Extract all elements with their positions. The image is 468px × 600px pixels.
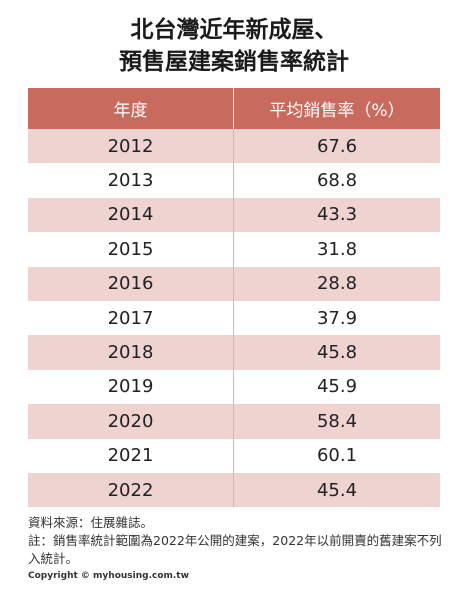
cell-rate: 37.9 bbox=[316, 307, 358, 329]
header-sales-rate: 平均銷售率（%） bbox=[269, 101, 405, 121]
table-row: 2019 45.9 bbox=[28, 369, 440, 405]
cell-rate: 67.6 bbox=[316, 135, 358, 157]
table-row: 2016 28.8 bbox=[28, 266, 440, 301]
sales-rate-table: 年度 平均銷售率（%） 2012 67.6 2013 68.8 2014 43.… bbox=[28, 88, 440, 508]
cell-year: 2015 bbox=[28, 232, 234, 267]
cell-year: 2013 bbox=[28, 163, 234, 198]
cell-rate: 45.4 bbox=[316, 479, 358, 501]
cell-rate: 45.9 bbox=[316, 376, 358, 398]
page-title: 北台灣近年新成屋、 預售屋建案銷售率統計 bbox=[0, 14, 468, 78]
title-line-2: 預售屋建案銷售率統計 bbox=[119, 49, 349, 75]
cell-year: 2016 bbox=[28, 266, 234, 301]
cell-year: 2019 bbox=[28, 369, 234, 405]
cell-year: 2021 bbox=[28, 438, 234, 473]
cell-rate: 43.3 bbox=[316, 204, 358, 226]
cell-year: 2014 bbox=[28, 197, 234, 233]
table-header-row: 年度 平均銷售率（%） bbox=[28, 88, 440, 129]
cell-year: 2020 bbox=[28, 404, 234, 439]
table-row: 2021 60.1 bbox=[28, 438, 440, 473]
cell-year: 2018 bbox=[28, 335, 234, 370]
table-row: 2022 45.4 bbox=[28, 472, 440, 508]
footnotes: 資料來源：住展雜誌。 註：銷售率統計範圍為2022年公開的建案，2022年以前開… bbox=[28, 514, 448, 568]
cell-rate: 58.4 bbox=[316, 410, 358, 432]
cell-year: 2022 bbox=[28, 472, 234, 508]
copyright-text: Copyright © myhousing.com.tw bbox=[28, 571, 189, 581]
table-row: 2020 58.4 bbox=[28, 404, 440, 439]
cell-rate: 31.8 bbox=[316, 238, 358, 260]
table-row: 2012 67.6 bbox=[28, 129, 440, 164]
table-row: 2015 31.8 bbox=[28, 232, 440, 267]
source-note: 資料來源：住展雜誌。 bbox=[28, 515, 154, 530]
cell-year: 2012 bbox=[28, 129, 234, 164]
cell-year: 2017 bbox=[28, 300, 234, 336]
title-line-1: 北台灣近年新成屋、 bbox=[130, 17, 338, 43]
table-row: 2018 45.8 bbox=[28, 335, 440, 370]
cell-rate: 68.8 bbox=[316, 170, 358, 192]
table-row: 2017 37.9 bbox=[28, 300, 440, 336]
header-year: 年度 bbox=[28, 88, 234, 129]
table-row: 2013 68.8 bbox=[28, 163, 440, 198]
table-row: 2014 43.3 bbox=[28, 197, 440, 233]
scope-note: 註：銷售率統計範圍為2022年公開的建案，2022年以前開賣的舊建案不列入統計。 bbox=[28, 533, 442, 566]
cell-rate: 28.8 bbox=[316, 273, 358, 295]
cell-rate: 45.8 bbox=[316, 342, 358, 364]
cell-rate: 60.1 bbox=[316, 445, 358, 467]
